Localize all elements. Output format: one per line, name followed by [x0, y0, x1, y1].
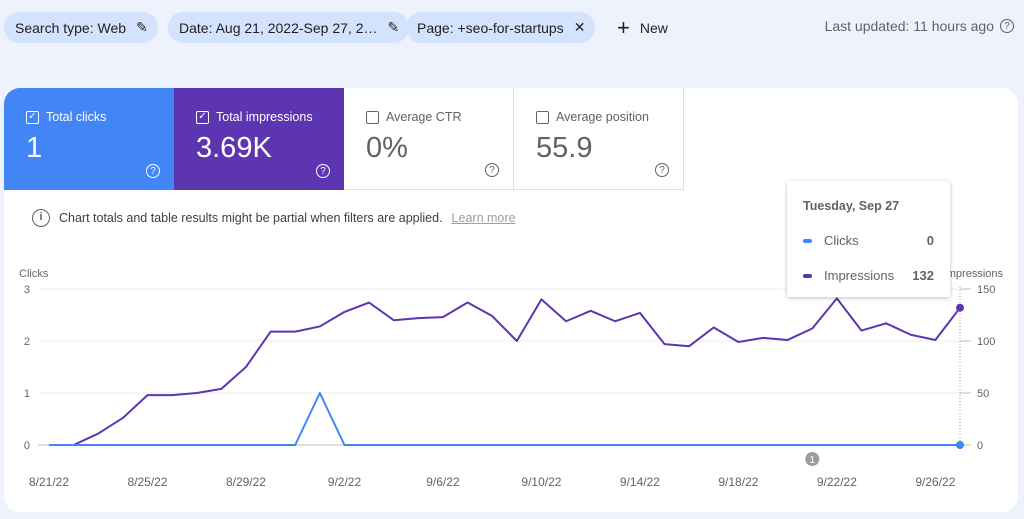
metric-label: Total clicks	[46, 110, 107, 124]
metric-value: 3.69K	[196, 132, 272, 164]
checkbox-unchecked-icon[interactable]	[366, 110, 379, 124]
clicks-point	[956, 441, 964, 449]
clicks-line	[49, 392, 960, 446]
filter-chip-date[interactable]: Date: Aug 21, 2022-Sep 27, 2… ✎	[168, 12, 410, 43]
learn-more-link[interactable]: Learn more	[451, 211, 516, 225]
tooltip-value: 132	[912, 268, 934, 283]
right-tick-label: 50	[977, 388, 989, 400]
x-tick-label: 9/14/22	[620, 475, 660, 489]
last-updated: Last updated: 11 hours ago?	[825, 18, 1014, 34]
pencil-icon[interactable]: ✎	[136, 19, 148, 35]
help-icon[interactable]: ?	[1000, 19, 1014, 33]
checkbox-unchecked-icon[interactable]	[536, 110, 549, 124]
clicks-swatch-icon	[803, 238, 812, 243]
filter-notice: i Chart totals and table results might b…	[32, 209, 515, 227]
filter-label: Search type: Web	[15, 19, 127, 36]
annotation-marker	[805, 452, 820, 466]
tooltip-row-impressions: Impressions 132	[803, 268, 934, 283]
metric-label: Total impressions	[216, 110, 313, 124]
filter-chip-search-type[interactable]: Search type: Web ✎	[4, 12, 158, 43]
right-tick-label: 150	[977, 284, 995, 296]
metric-value: 55.9	[536, 132, 593, 164]
annotation-label: 1	[809, 455, 815, 466]
tooltip-value: 0	[926, 233, 934, 248]
left-axis-title: Clicks	[19, 268, 49, 280]
x-tick-label: 9/6/22	[426, 475, 460, 489]
new-filter-button[interactable]: + New	[617, 12, 668, 43]
left-tick-label: 3	[24, 284, 30, 296]
x-tick-label: 8/29/22	[226, 475, 266, 489]
right-axis-title: Impressions	[944, 268, 1004, 280]
metric-label: Average position	[556, 110, 649, 124]
x-tick-label: 8/25/22	[127, 475, 167, 489]
x-tick-label: 9/26/22	[915, 475, 955, 489]
tooltip-row-clicks: Clicks 0	[803, 233, 934, 248]
tooltip-title: Tuesday, Sep 27	[803, 199, 900, 213]
impressions-line	[49, 297, 961, 446]
filter-chip-page[interactable]: Page: +seo-for-startups ✕	[406, 12, 596, 43]
metric-value: 1	[26, 132, 43, 164]
filter-label: Date: Aug 21, 2022-Sep 27, 2…	[179, 19, 378, 36]
metric-card-total-impressions[interactable]: ✓ Total impressions 3.69K ?	[174, 88, 344, 190]
metric-label: Average CTR	[386, 110, 462, 124]
metric-card-average-ctr[interactable]: Average CTR 0% ?	[344, 88, 514, 190]
help-icon[interactable]: ?	[485, 163, 499, 177]
right-tick-label: 0	[977, 440, 983, 452]
help-icon[interactable]: ?	[316, 164, 330, 178]
plus-icon: +	[617, 14, 630, 40]
x-tick-label: 9/2/22	[328, 475, 362, 489]
x-tick-label: 9/10/22	[521, 475, 561, 489]
impressions-swatch-icon	[803, 273, 812, 278]
tooltip-label: Clicks	[824, 233, 859, 248]
tooltip-label: Impressions	[824, 268, 895, 283]
metric-card-average-position[interactable]: Average position 55.9 ?	[514, 88, 684, 190]
impressions-point	[956, 303, 964, 312]
close-icon[interactable]: ✕	[573, 19, 586, 35]
x-tick-label: 9/18/22	[718, 475, 758, 489]
help-icon[interactable]: ?	[655, 163, 669, 177]
new-label: New	[639, 19, 668, 36]
help-icon[interactable]: ?	[146, 164, 160, 178]
performance-panel: ✓ Total clicks 1 ? ✓ Total impressions 3.6…	[4, 88, 1018, 512]
pencil-icon[interactable]: ✎	[387, 19, 400, 35]
checkbox-checked-icon[interactable]: ✓	[196, 110, 209, 124]
filter-label: Page: +seo-for-startups	[417, 19, 564, 36]
left-tick-label: 0	[24, 440, 30, 452]
x-tick-label: 9/22/22	[817, 475, 857, 489]
checkbox-checked-icon[interactable]: ✓	[26, 110, 39, 124]
left-tick-label: 2	[24, 336, 30, 348]
right-tick-label: 100	[977, 336, 995, 348]
left-tick-label: 1	[24, 388, 30, 400]
x-tick-label: 8/21/22	[29, 475, 69, 489]
chart-tooltip: Tuesday, Sep 27 Clicks 0 Impressions 132	[787, 181, 950, 297]
info-icon: i	[32, 209, 50, 227]
notice-text: Chart totals and table results might be …	[59, 211, 443, 225]
metric-card-total-clicks[interactable]: ✓ Total clicks 1 ?	[4, 88, 174, 190]
metric-value: 0%	[366, 132, 408, 164]
last-updated-text: Last updated: 11 hours ago	[824, 18, 994, 34]
